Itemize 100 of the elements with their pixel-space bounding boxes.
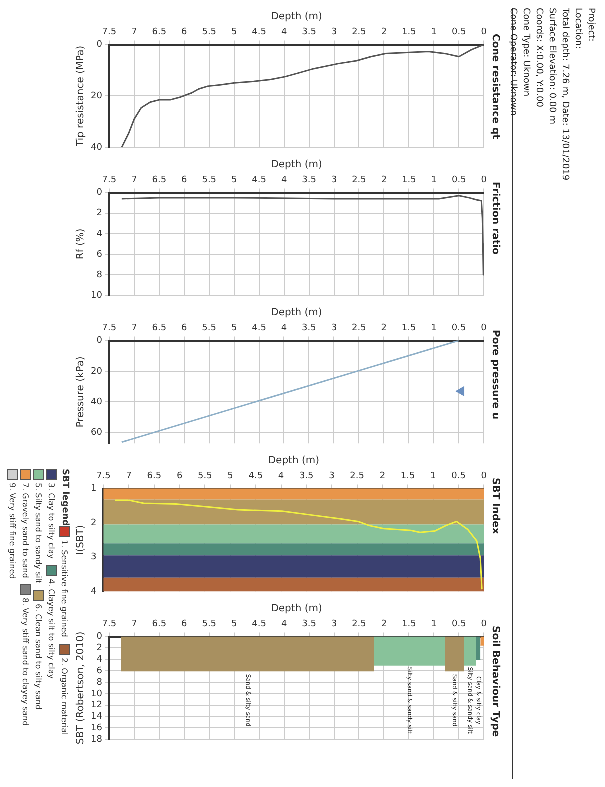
x-tick-label: 5 [231, 28, 238, 38]
y-tick-label: 4 [96, 654, 103, 665]
y-tick-label: 10 [91, 290, 103, 301]
text: 1. Sensitive fine grained [60, 540, 69, 638]
text: Coords: X:0.00, Y:0.00 [533, 8, 545, 110]
x-tick-label: 0.5 [452, 176, 466, 186]
x-tick-label: 6 [181, 324, 188, 334]
x-tick-label: 4 [278, 472, 284, 482]
x-tick-label: 7.5 [102, 176, 117, 186]
x-axis-title: Depth (m) [268, 456, 320, 467]
y-tick-label: 0 [96, 336, 103, 346]
text: Location: [572, 8, 584, 52]
x-tick-label: 3.5 [302, 28, 316, 38]
x-tick-label: 4.5 [252, 620, 266, 630]
text: Cone Type: Uknown [520, 8, 532, 99]
x-tick-label: 7.5 [102, 324, 117, 334]
text: Pore pressure u [490, 330, 501, 422]
x-tick-label: 3 [331, 620, 338, 630]
x-tick-label: 1 [431, 324, 437, 334]
y-tick-label: 20 [91, 92, 103, 102]
x-tick-label: 1.5 [402, 324, 416, 334]
x-tick-label: 7 [132, 176, 138, 186]
x-tick-label: 2 [380, 472, 386, 482]
y-tick-label: 20 [91, 366, 103, 377]
y-tick-label: 4 [96, 229, 103, 240]
x-tick-label: 0 [481, 620, 488, 630]
x-tick-label: 5.5 [198, 472, 212, 482]
x-tick-label: 6.5 [152, 620, 167, 630]
x-tick-label: 1.5 [402, 176, 416, 186]
x-tick-label: 5 [231, 620, 238, 630]
x-tick-label: 6 [182, 620, 188, 630]
x-tick-label: 0.5 [452, 620, 466, 630]
text: Friction ratio [490, 182, 501, 257]
text: 6. Clean sand to silty sand [34, 604, 43, 710]
text: SBT Index [490, 478, 501, 536]
x-tick-label: 6 [176, 472, 183, 482]
y-tick-label: 4 [90, 586, 97, 597]
x-tick-label: 7 [132, 620, 138, 630]
x-tick-label: 4 [281, 324, 288, 334]
x-tick-label: 2 [381, 324, 387, 334]
text: Cone resistance qt [490, 34, 501, 142]
y-tick-label: 10 [91, 689, 103, 700]
x-tick-label: 2.5 [352, 324, 366, 334]
x-tick-label: 4.5 [252, 176, 266, 186]
x-tick-label: 0 [481, 324, 488, 334]
x-tick-label: 5.5 [202, 620, 217, 630]
text: 9. Very stiff fine grained [8, 483, 17, 580]
y-axis-title: Rf (%) [76, 228, 87, 260]
y-tick-label: 0 [96, 40, 103, 50]
y-tick-label: 60 [91, 428, 103, 438]
x-tick-label: 1 [430, 472, 436, 482]
x-tick-label: 3.5 [299, 472, 314, 482]
y-tick-label: 0 [96, 188, 103, 198]
x-tick-label: 1 [431, 620, 438, 630]
x-axis-title: Depth (m) [271, 308, 322, 319]
x-tick-label: 3 [331, 176, 338, 186]
x-tick-label: 2.5 [352, 176, 366, 186]
x-tick-label: 5 [231, 176, 238, 186]
text: 5. Silty sand to sandy silt [34, 483, 43, 584]
y-axis-title: Pressure (kPa) [76, 356, 87, 428]
x-tick-label: 6.5 [152, 324, 167, 334]
y-tick-label: 6 [96, 250, 103, 260]
x-tick-label: 2 [381, 620, 388, 630]
text: 3. Clay to silty clay [47, 483, 56, 560]
y-axis-title: Tip resistance (MPa) [76, 46, 87, 148]
y-tick-label: 40 [91, 398, 103, 408]
x-tick-label: 6 [182, 176, 188, 186]
x-tick-label: 1.5 [402, 28, 416, 38]
x-tick-label: 7 [132, 28, 138, 38]
x-tick-label: 3.5 [302, 176, 316, 186]
x-tick-label: 4.5 [252, 28, 266, 38]
x-tick-label: 0 [481, 28, 488, 38]
y-tick-label: 16 [91, 724, 103, 734]
x-tick-label: 1.5 [400, 472, 416, 482]
x-tick-label: 2 [381, 176, 388, 186]
text: Project: [585, 8, 597, 44]
x-axis-title: Depth (m) [271, 160, 322, 171]
x-tick-label: 6 [182, 28, 188, 38]
x-tick-label: 7 [132, 324, 138, 334]
x-tick-label: 0.5 [452, 28, 466, 38]
x-tick-label: 4.5 [248, 472, 264, 482]
x-tick-label: 2 [381, 28, 388, 38]
text: 2. Organic material [60, 658, 69, 735]
x-tick-label: 2.5 [352, 620, 366, 630]
x-tick-label: 3 [331, 28, 338, 38]
y-tick-label: 2 [96, 644, 102, 654]
y-tick-label: 1 [90, 484, 97, 494]
x-tick-label: 1.5 [402, 620, 416, 630]
y-axis-title: SBT (Robertson, 2010) [76, 632, 87, 745]
x-tick-label: 7.5 [96, 472, 111, 482]
y-tick-label: 3 [90, 552, 97, 563]
text: Surface Elevation: 0.00 m [546, 8, 558, 127]
y-tick-label: 0 [96, 632, 103, 642]
x-tick-label: 7 [126, 472, 132, 482]
x-tick-label: 1 [431, 176, 438, 186]
y-tick-label: 2 [96, 208, 102, 219]
x-tick-label: 6.5 [147, 472, 162, 482]
x-tick-label: 6.5 [152, 28, 167, 38]
x-tick-label: 5 [231, 324, 238, 334]
x-tick-label: 2.5 [352, 28, 366, 38]
